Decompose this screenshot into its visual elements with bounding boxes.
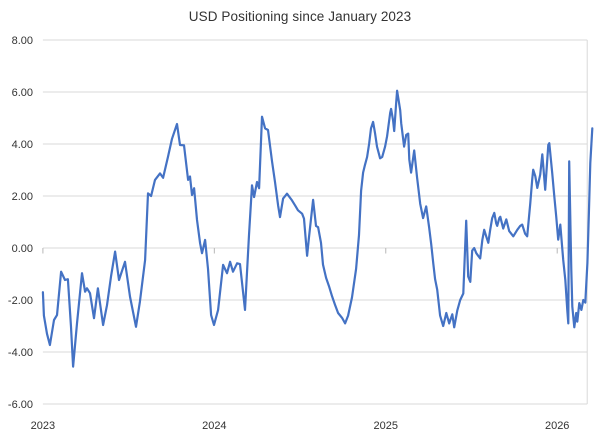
x-tick-label: 2026 (545, 420, 569, 432)
x-tick-label: 2024 (202, 420, 226, 432)
y-tick-label: -6.00 (8, 399, 33, 411)
y-tick-label: 0.00 (12, 243, 33, 255)
x-tick-label: 2025 (374, 420, 398, 432)
usd-positioning-line (41, 89, 594, 368)
y-tick-label: 4.00 (12, 139, 33, 151)
y-tick-label: 6.00 (12, 87, 33, 99)
y-tick-label: -4.00 (8, 347, 33, 359)
y-tick-label: 8.00 (12, 35, 33, 47)
x-tick-label: 2023 (31, 420, 55, 432)
y-tick-label: 2.00 (12, 191, 33, 203)
y-tick-label: -2.00 (8, 295, 33, 307)
chart-title: USD Positioning since January 2023 (188, 9, 412, 24)
